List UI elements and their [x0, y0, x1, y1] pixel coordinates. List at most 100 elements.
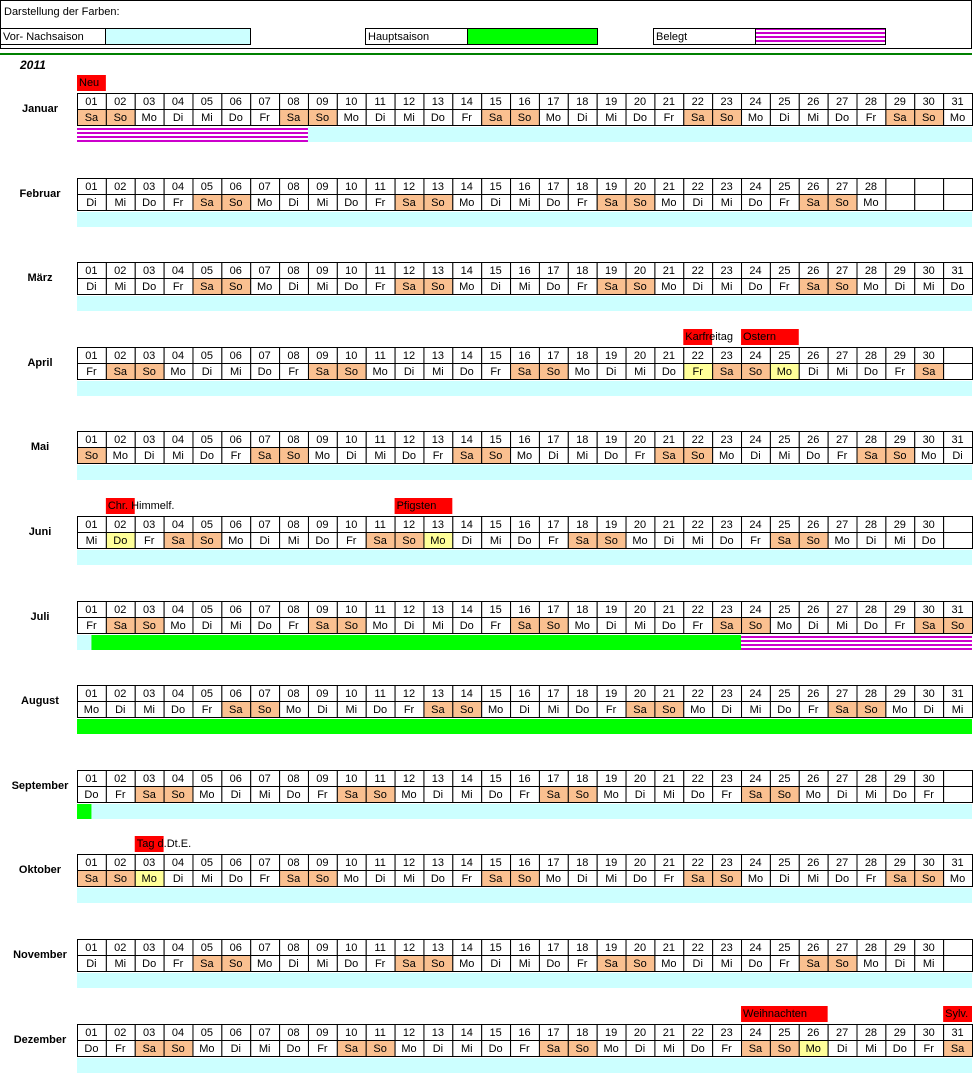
day-number: 22: [692, 265, 704, 277]
note-text: Sylv.: [945, 1008, 968, 1020]
weekday: So: [373, 789, 386, 801]
weekday: Sa: [604, 281, 618, 293]
day-number: 15: [490, 688, 502, 700]
weekday: Sa: [864, 450, 878, 462]
day-number: 22: [692, 519, 704, 531]
day-number: 08: [287, 350, 299, 362]
day-number: 13: [432, 688, 444, 700]
day-number: 01: [85, 773, 97, 785]
weekday: Di: [750, 450, 760, 462]
header-title: Darstellung der Farben:: [4, 6, 120, 18]
day-number: 09: [316, 857, 328, 869]
day-number: 23: [720, 434, 732, 446]
legend-label: Vor- Nachsaison: [3, 31, 84, 43]
day-number: 11: [374, 434, 385, 446]
note-text: Ostern: [743, 331, 776, 343]
day-number: 14: [461, 181, 473, 193]
weekday: Di: [693, 197, 703, 209]
weekday: So: [864, 704, 877, 716]
day-number: 03: [143, 434, 155, 446]
weekday: Di: [866, 535, 876, 547]
season-band: [77, 381, 972, 396]
day-number: 15: [490, 350, 502, 362]
day-number: 10: [345, 773, 357, 785]
weekday: So: [171, 1043, 184, 1055]
weekday: Mo: [373, 366, 388, 378]
day-number: 29: [894, 604, 906, 616]
season-band: [77, 465, 972, 480]
weekday-cell: [943, 363, 973, 380]
day-number: 20: [634, 1027, 646, 1039]
day-number: 24: [749, 265, 761, 277]
day-number: 16: [518, 181, 530, 193]
weekday: Fr: [173, 197, 184, 209]
day-number: 03: [143, 857, 155, 869]
day-number: 22: [692, 350, 704, 362]
weekday: Mo: [257, 281, 272, 293]
weekday: Mo: [921, 450, 936, 462]
note-box: [741, 329, 799, 345]
day-number: 07: [259, 688, 271, 700]
day-number: 22: [692, 604, 704, 616]
weekday: Do: [258, 366, 272, 378]
day-number: 23: [720, 96, 732, 108]
note-text: Tag d.Dt.E.: [137, 838, 191, 850]
month-label: März: [27, 272, 53, 284]
weekday: Do: [287, 789, 301, 801]
weekday: So: [518, 873, 531, 885]
day-number: 02: [114, 857, 126, 869]
day-number: 08: [287, 688, 299, 700]
weekday: Do: [229, 873, 243, 885]
day-number: 07: [259, 350, 271, 362]
weekday: Mi: [432, 366, 444, 378]
weekday: So: [345, 366, 358, 378]
day-number: 22: [692, 181, 704, 193]
day-number: 30: [923, 350, 935, 362]
day-number: 10: [345, 96, 357, 108]
weekday: So: [720, 873, 733, 885]
day-number: 02: [114, 519, 126, 531]
weekday: So: [171, 789, 184, 801]
weekday: So: [229, 197, 242, 209]
weekday: Di: [808, 366, 818, 378]
day-number: 08: [287, 773, 299, 785]
note-box: [741, 1006, 828, 1022]
weekday: Mo: [719, 450, 734, 462]
weekday: Fr: [86, 620, 97, 632]
weekday: Fr: [779, 197, 790, 209]
weekday: Fr: [808, 704, 819, 716]
weekday: Di: [548, 450, 558, 462]
day-number: 06: [230, 1027, 242, 1039]
weekday: Fr: [895, 620, 906, 632]
weekday: Mi: [374, 450, 386, 462]
day-number: 04: [172, 688, 184, 700]
day-number: 06: [230, 942, 242, 954]
weekday: Do: [229, 112, 243, 124]
month-label: Dezember: [14, 1034, 67, 1046]
day-number: 14: [461, 519, 473, 531]
day-number: 21: [663, 434, 675, 446]
divider: [0, 53, 972, 55]
day-number: 07: [259, 773, 271, 785]
month-label: November: [13, 949, 68, 961]
day-number: 18: [576, 857, 588, 869]
month-label: Februar: [20, 188, 62, 200]
weekday: Di: [490, 281, 500, 293]
weekday: So: [778, 789, 791, 801]
day-number: 19: [605, 773, 617, 785]
weekday: Sa: [518, 620, 532, 632]
day-number: 12: [403, 773, 415, 785]
day-number: 09: [316, 773, 328, 785]
weekday: Fr: [375, 958, 386, 970]
day-number: 09: [316, 1027, 328, 1039]
weekday: Mi: [230, 620, 242, 632]
weekday: Fr: [375, 197, 386, 209]
legend-swatch: [105, 28, 251, 45]
weekday: Mo: [401, 1043, 416, 1055]
weekday: Do: [113, 535, 127, 547]
day-number: 13: [432, 350, 444, 362]
weekday: Di: [231, 789, 241, 801]
day-number: 16: [518, 942, 530, 954]
day-number: 01: [85, 519, 97, 531]
